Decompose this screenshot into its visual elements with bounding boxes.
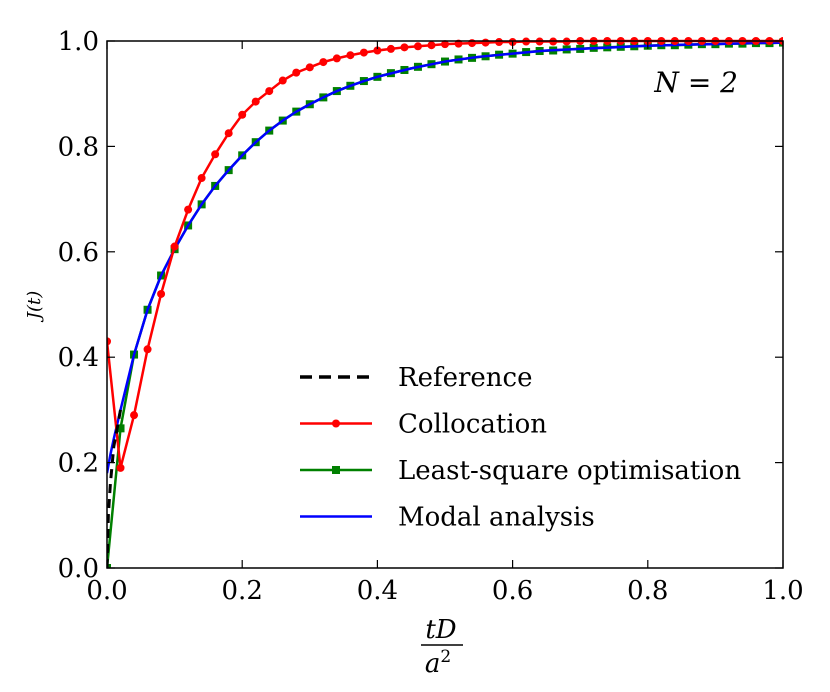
data-point (224, 129, 233, 138)
data-point (346, 51, 355, 60)
data-point (441, 40, 449, 49)
data-point (143, 345, 152, 354)
data-point (332, 54, 341, 63)
data-point (481, 38, 490, 47)
data-point (107, 564, 111, 568)
data-point (292, 68, 301, 77)
x-axis-label-denominator: a2 (425, 647, 451, 679)
legend-item-collocation: Collocation (300, 410, 547, 440)
data-point (305, 63, 314, 72)
legend-label: Least-square optimisation (398, 456, 741, 486)
data-point (373, 46, 382, 55)
x-axis-label: tD a2 (421, 615, 463, 679)
series-collocation (107, 37, 783, 472)
legend-label: Reference (398, 363, 532, 393)
data-point (386, 44, 395, 53)
series-line-least-square-optimisation (107, 41, 783, 568)
series-least-square-optimisation (107, 38, 783, 568)
y-tick-label: 0.2 (58, 449, 99, 479)
legend: Reference Collocation Least-square optimis… (300, 363, 741, 533)
data-point (170, 242, 179, 251)
series-layer (107, 37, 783, 568)
series-line-modal-analysis (107, 41, 783, 474)
x-axis-label-exponent: 2 (440, 647, 451, 667)
series-reference (107, 409, 122, 568)
data-point (359, 48, 368, 57)
legend-marker (332, 466, 340, 474)
y-tick-label: 0.4 (58, 343, 99, 373)
x-tick-label: 0.8 (627, 576, 668, 606)
ticks-layer: 0.0 0.2 0.4 0.6 0.8 1.0 0.0 0.2 0.4 0.6 0.8 1.0 (58, 27, 804, 606)
y-tick-label: 0.0 (58, 554, 99, 584)
legend-label: Collocation (398, 410, 547, 440)
data-point (319, 58, 328, 67)
series-modal-analysis (107, 41, 783, 474)
data-point (238, 110, 247, 119)
data-point (251, 97, 260, 106)
x-tick-label: 0.4 (357, 576, 398, 606)
data-point (107, 337, 111, 346)
data-point (157, 289, 166, 298)
x-tick-label: 1.0 (762, 576, 803, 606)
data-point (495, 38, 504, 47)
data-point (400, 43, 409, 52)
series-line-collocation (107, 39, 783, 470)
annotation-n-equals-2: N = 2 (653, 66, 738, 99)
x-tick-label: 0.2 (222, 576, 263, 606)
data-point (211, 150, 220, 159)
data-point (427, 41, 436, 50)
legend-item-reference: Reference (300, 363, 532, 393)
y-tick-label: 0.8 (58, 132, 99, 162)
plot-frame (106, 40, 784, 569)
legend-item-modal-analysis: Modal analysis (300, 503, 595, 533)
legend-item-least-square-optimisation: Least-square optimisation (300, 456, 741, 486)
y-tick-label: 1.0 (58, 27, 99, 57)
data-point (116, 463, 125, 472)
data-point (413, 42, 422, 51)
data-point (265, 87, 274, 96)
data-point (130, 411, 139, 420)
data-point (184, 205, 193, 214)
legend-marker (332, 419, 340, 428)
x-tick-label: 0.6 (492, 576, 533, 606)
x-tick-label: 0.0 (86, 576, 127, 606)
data-point (116, 424, 125, 433)
y-tick-label: 0.6 (58, 238, 99, 268)
legend-label: Modal analysis (398, 503, 595, 533)
data-point (197, 174, 206, 183)
data-point (278, 76, 287, 85)
x-axis-label-numerator: tD (425, 615, 456, 645)
y-axis-label: J(t) (24, 291, 45, 324)
series-line-reference (107, 409, 122, 568)
